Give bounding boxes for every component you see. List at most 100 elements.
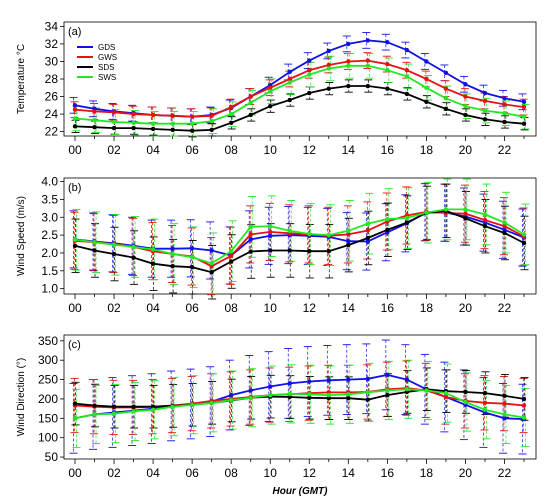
data-point-gds [385, 372, 390, 378]
x-tick-label: 12 [303, 143, 317, 157]
y-tick-label: 250 [38, 373, 58, 387]
data-point-sws [365, 63, 371, 69]
y-tick-label: 3.0 [41, 210, 58, 224]
data-point-sds [346, 395, 351, 401]
data-point-gds [346, 41, 351, 47]
data-point-sws [326, 66, 331, 71]
data-point-gws [248, 232, 253, 237]
data-point-gws [72, 107, 78, 112]
x-ticks: 00 02 04 06 08 10 12 14 16 18 20 22 [68, 294, 525, 315]
data-point-sws [307, 392, 312, 397]
data-point-gds [170, 246, 175, 251]
data-point-gws [268, 85, 273, 90]
data-point-sds [248, 112, 253, 118]
data-point-gws [189, 114, 195, 119]
data-point-sds [326, 248, 331, 254]
data-point-sds [111, 125, 117, 131]
x-tick-label: 00 [68, 466, 82, 480]
series-line-sds [74, 388, 525, 408]
x-tick-label: 20 [459, 301, 473, 315]
data-point-sds [111, 251, 117, 257]
data-point-sws [150, 407, 156, 412]
data-point-sds [463, 216, 468, 221]
data-point-sws [189, 402, 195, 407]
data-point-gds [346, 377, 351, 382]
data-point-gws [150, 112, 156, 118]
data-point-gws [502, 223, 507, 229]
data-point-sws [248, 100, 253, 105]
x-tick-label: 18 [420, 466, 434, 480]
data-point-gws [307, 68, 312, 73]
data-point-gws [463, 211, 468, 216]
data-point-gds [189, 246, 195, 251]
data-point-sws [268, 89, 273, 94]
x-tick-label: 02 [107, 466, 121, 480]
data-point-sws [443, 207, 449, 212]
data-point-sws [131, 244, 136, 250]
data-point-sws [72, 416, 78, 421]
data-point-sds [365, 235, 371, 241]
data-point-sds [189, 265, 195, 270]
data-point-sds [228, 120, 234, 126]
data-point-sds [463, 389, 468, 395]
data-point-sds [385, 86, 390, 91]
y-tick-label: 300 [38, 353, 58, 367]
y-tick-label: 100 [38, 431, 58, 445]
data-point-gds [404, 377, 410, 382]
data-point-sds [92, 125, 97, 130]
data-point-sds [131, 404, 136, 409]
y-tick-label: 30 [45, 54, 59, 68]
data-point-gds [268, 384, 273, 389]
data-point-sds [287, 97, 292, 103]
data-point-sws [170, 251, 175, 257]
data-point-sws [209, 400, 214, 406]
data-point-gds [268, 233, 273, 239]
data-point-sws [463, 103, 468, 109]
data-point-gds [365, 376, 371, 381]
panel-label: (c) [68, 339, 81, 351]
data-point-sws [189, 121, 195, 126]
data-point-gds [307, 58, 312, 63]
data-point-sds [307, 248, 312, 254]
data-point-sds [92, 248, 97, 253]
y-axis-title: Temperature °C [16, 44, 27, 114]
y-tick-label: 26 [45, 90, 59, 104]
x-tick-label: 00 [68, 301, 82, 315]
series-points [72, 207, 527, 275]
data-point-sds [131, 125, 136, 131]
data-point-sws [287, 228, 292, 234]
data-point-sws [385, 68, 390, 73]
data-point-sws [346, 228, 351, 234]
x-tick-label: 02 [107, 301, 121, 315]
y-tick-label: 22 [45, 125, 59, 139]
series-lines [74, 39, 525, 132]
data-point-gds [502, 416, 507, 421]
data-point-sws [365, 221, 371, 226]
y-tick-label: 32 [45, 37, 59, 51]
x-tick-label: 08 [224, 143, 238, 157]
data-point-sws [502, 111, 507, 116]
x-tick-label: 00 [68, 143, 82, 157]
x-tick-label: 10 [264, 143, 278, 157]
x-tick-label: 18 [420, 143, 434, 157]
data-point-gws [92, 109, 97, 114]
legend-label-gws: GWS [98, 53, 117, 62]
data-point-sws [72, 237, 78, 242]
x-tick-label: 12 [303, 301, 317, 315]
data-point-gds [521, 99, 527, 105]
data-point-sws [482, 407, 488, 412]
data-point-sws [111, 411, 117, 416]
data-point-gds [307, 379, 312, 384]
data-point-sws [463, 399, 468, 405]
data-point-gds [248, 388, 253, 393]
data-point-sws [463, 207, 468, 212]
data-point-sds [170, 263, 175, 269]
data-point-sds [268, 248, 273, 253]
data-point-sws [287, 391, 292, 397]
y-ticks: 22 24 26 28 30 32 34 [45, 19, 64, 139]
data-point-sws [228, 248, 234, 254]
data-point-sws [307, 72, 312, 77]
data-point-sds [72, 401, 78, 406]
data-point-sds [111, 404, 117, 409]
series-line-gws [74, 210, 525, 268]
